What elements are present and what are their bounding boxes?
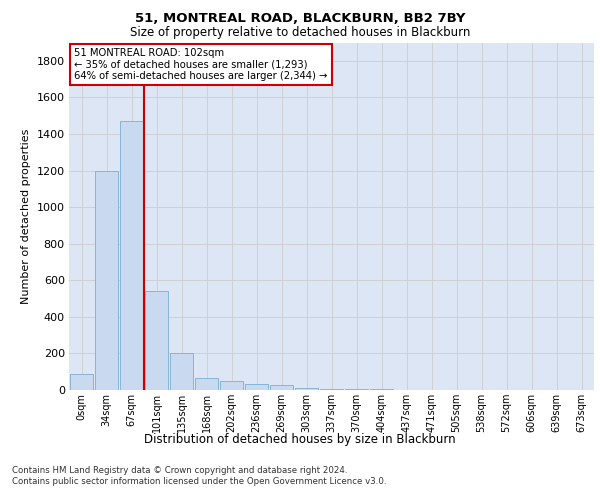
Bar — [370, 389, 393, 390]
Bar — [295, 388, 318, 390]
Y-axis label: Number of detached properties: Number of detached properties — [21, 128, 31, 304]
Text: 51, MONTREAL ROAD, BLACKBURN, BB2 7BY: 51, MONTREAL ROAD, BLACKBURN, BB2 7BY — [135, 12, 465, 26]
Bar — [270, 385, 293, 390]
Text: Contains HM Land Registry data © Crown copyright and database right 2024.: Contains HM Land Registry data © Crown c… — [12, 466, 347, 475]
Bar — [70, 374, 93, 390]
Bar — [145, 291, 168, 390]
Bar — [95, 170, 118, 390]
Bar — [195, 378, 218, 390]
Text: Contains public sector information licensed under the Open Government Licence v3: Contains public sector information licen… — [12, 478, 386, 486]
Bar — [170, 352, 193, 390]
Text: 51 MONTREAL ROAD: 102sqm
← 35% of detached houses are smaller (1,293)
64% of sem: 51 MONTREAL ROAD: 102sqm ← 35% of detach… — [74, 48, 328, 81]
Bar — [220, 381, 243, 390]
Bar — [320, 389, 343, 390]
Bar — [345, 389, 368, 390]
Text: Size of property relative to detached houses in Blackburn: Size of property relative to detached ho… — [130, 26, 470, 39]
Bar — [245, 384, 268, 390]
Bar — [120, 121, 143, 390]
Text: Distribution of detached houses by size in Blackburn: Distribution of detached houses by size … — [144, 432, 456, 446]
